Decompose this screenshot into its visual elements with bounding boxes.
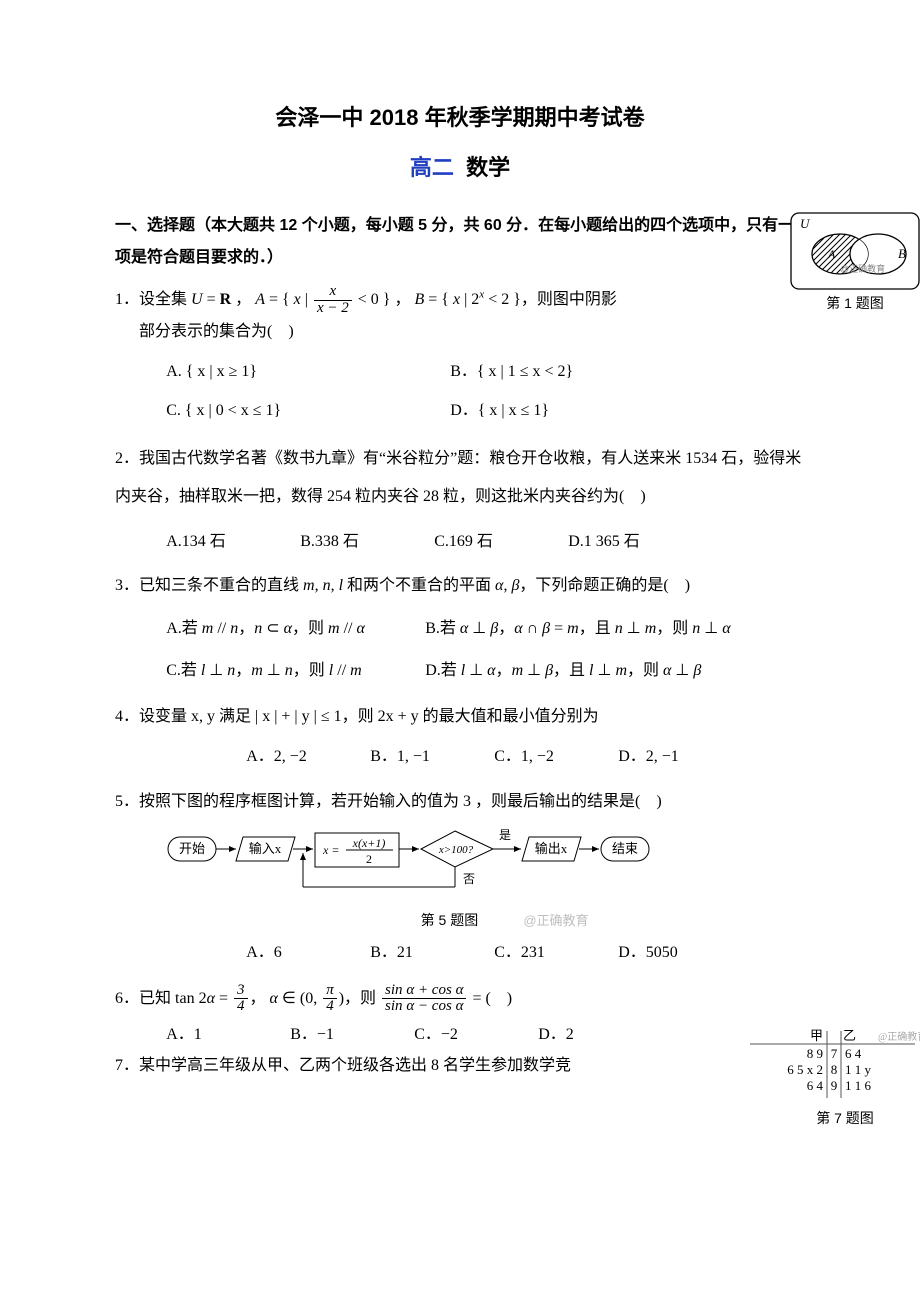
q4-optD: D．2, −1 <box>618 738 738 776</box>
q6-stem-prefix: 6．已知 <box>115 990 175 1007</box>
q3: 3．已知三条不重合的直线 m, n, l 和两个不重合的平面 α, β，下列命题… <box>115 571 805 601</box>
q2-optA: A.134 石 <box>115 523 296 561</box>
sub-title-grade: 高二 <box>410 155 454 180</box>
q1-options: A. { x | x ≥ 1} B．{ x | 1 ≤ x < 2} C. { … <box>115 353 805 430</box>
main-title: 会泽一中 2018 年秋季学期期中考试卷 <box>115 100 805 132</box>
svg-text:8: 8 <box>831 1062 838 1077</box>
q2-optD: D.1 365 石 <box>568 523 698 561</box>
svg-text:1 1 6: 1 1 6 <box>845 1078 872 1093</box>
stem-leaf-icon: 甲 乙 @正确教育 8 9 7 6 4 6 5 x 2 8 1 1 y 6 4 … <box>750 1028 920 1102</box>
q2: 2．我国古代数学名著《数书九章》有“米谷粒分”题：粮仓开仓收粮，有人送来米 15… <box>115 440 805 517</box>
venn-diagram-icon: U A B @正确教育 <box>790 212 920 290</box>
flowchart-icon: 开始 输入x x = x(x+1) 2 x>100? 是 否 输出 <box>163 825 663 903</box>
sub-title: 高二 数学 <box>115 150 805 182</box>
svg-text:A: A <box>827 247 836 261</box>
svg-text:6 5 x 2: 6 5 x 2 <box>787 1062 823 1077</box>
svg-text:7: 7 <box>831 1046 838 1061</box>
svg-text:x(x+1): x(x+1) <box>352 836 386 850</box>
q1-stem-mid: ，则图中阴影 <box>521 291 617 308</box>
q5-watermark: @正确教育 <box>523 913 588 928</box>
svg-text:6 4: 6 4 <box>807 1078 824 1093</box>
q1-optC: C. { x | 0 < x ≤ 1} <box>115 392 446 430</box>
q7-figure: 甲 乙 @正确教育 8 9 7 6 4 6 5 x 2 8 1 1 y 6 4 … <box>750 1028 920 1128</box>
svg-text:开始: 开始 <box>179 841 205 856</box>
q5-optA: A．6 <box>115 934 366 972</box>
q6-optD: D．2 <box>538 1022 638 1048</box>
q4-optA: A．2, −2 <box>115 738 366 776</box>
q5: 5．按照下图的程序框图计算，若开始输入的值为 3 ，则最后输出的结果是( ) <box>115 787 805 817</box>
q5-figure-caption: 第 5 题图 <box>379 910 519 930</box>
q5-caption-row: 第 5 题图 @正确教育 <box>163 910 805 930</box>
sub-title-subject: 数学 <box>466 155 510 180</box>
svg-text:否: 否 <box>463 872 475 886</box>
q3-optA: A.若 m // n，n ⊂ α，则 m // α <box>115 608 421 650</box>
svg-text:输出x: 输出x <box>535 841 568 856</box>
svg-text:2: 2 <box>366 852 372 866</box>
q5-options: A．6 B．21 C．231 D．5050 <box>115 934 805 973</box>
q4-optB: B．1, −1 <box>370 738 490 776</box>
exam-page: 会泽一中 2018 年秋季学期期中考试卷 高二 数学 一、选择题（本大题共 12… <box>0 0 920 1148</box>
q3-optC: C.若 l ⊥ n，m ⊥ n，则 l // m <box>115 650 421 692</box>
svg-text:是: 是 <box>499 828 511 842</box>
q1-optD: D．{ x | x ≤ 1} <box>450 392 670 430</box>
svg-text:乙: 乙 <box>843 1028 856 1043</box>
q6-optB: B．−1 <box>290 1022 410 1048</box>
svg-text:甲: 甲 <box>810 1028 823 1043</box>
svg-text:8 9: 8 9 <box>807 1046 823 1061</box>
q2-optB: B.338 石 <box>300 523 430 561</box>
q4: 4．设变量 x, y 满足 | x | + | y | ≤ 1，则 2x + y… <box>115 702 805 732</box>
q7-figure-caption: 第 7 题图 <box>750 1108 920 1128</box>
svg-text:输入x: 输入x <box>249 841 282 856</box>
q1-stem-prefix: 1．设全集 <box>115 291 191 308</box>
svg-text:@正确教育: @正确教育 <box>878 1030 920 1043</box>
q5-optB: B．21 <box>370 934 490 972</box>
section-1-heading: 一、选择题（本大题共 12 个小题，每小题 5 分，共 60 分．在每小题给出的… <box>115 210 805 274</box>
q1: 1．设全集 U = R ， A = { x | xx − 2 < 0 } ， B… <box>115 284 805 347</box>
q5-optD: D．5050 <box>618 934 738 972</box>
q2-options: A.134 石 B.338 石 C.169 石 D.1 365 石 <box>115 523 805 562</box>
q1-figure: U A B @正确教育 第 1 题图 <box>790 212 920 313</box>
q6: 6．已知 tan 2α = 34， α ∈ (0, π4)，则 sin α + … <box>115 983 805 1016</box>
q1-optB: B．{ x | 1 ≤ x < 2} <box>450 353 670 391</box>
svg-text:x>100?: x>100? <box>438 844 474 856</box>
q2-optC: C.169 石 <box>434 523 564 561</box>
q6-stem-suffix: = ( ) <box>468 990 512 1007</box>
q1-optA: A. { x | x ≥ 1} <box>115 353 446 391</box>
q4-optC: C．1, −2 <box>494 738 614 776</box>
q3-optB: B.若 α ⊥ β，α ∩ β = m，且 n ⊥ m，则 n ⊥ α <box>425 608 730 650</box>
q7: 7．某中学高三年级从甲、乙两个班级各选出 8 名学生参加数学竞 <box>115 1051 805 1081</box>
svg-text:1 1 y: 1 1 y <box>845 1062 872 1077</box>
q1-figure-caption: 第 1 题图 <box>790 293 920 313</box>
q3-options: A.若 m // n，n ⊂ α，则 m // α B.若 α ⊥ β，α ∩ … <box>115 608 805 692</box>
svg-text:结束: 结束 <box>612 841 638 856</box>
q6-optA: A．1 <box>115 1022 286 1048</box>
svg-text:B: B <box>898 246 906 261</box>
q3-stem-prefix: 3．已知三条不重合的直线 <box>115 577 303 594</box>
svg-text:U: U <box>800 216 811 231</box>
svg-text:@正确教育: @正确教育 <box>840 263 885 274</box>
q4-options: A．2, −2 B．1, −1 C．1, −2 D．2, −1 <box>115 738 805 777</box>
svg-text:9: 9 <box>831 1078 838 1093</box>
q1-stem-line2: 部分表示的集合为( ) <box>115 317 805 347</box>
svg-text:x =: x = <box>322 843 339 857</box>
q5-figure: 开始 输入x x = x(x+1) 2 x>100? 是 否 输出 <box>163 825 805 930</box>
q3-stem-suffix: ，下列命题正确的是( ) <box>519 577 690 594</box>
q6-options: A．1 B．−1 C．−2 D．2 <box>115 1021 805 1047</box>
q3-stem-mid: 和两个不重合的平面 <box>343 577 495 594</box>
q6-optC: C．−2 <box>414 1022 534 1048</box>
q3-optD: D.若 l ⊥ α，m ⊥ β，且 l ⊥ m，则 α ⊥ β <box>425 650 701 692</box>
svg-text:6 4: 6 4 <box>845 1046 862 1061</box>
q5-optC: C．231 <box>494 934 614 972</box>
